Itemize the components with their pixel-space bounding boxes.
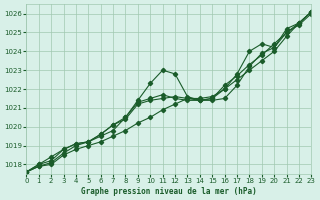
X-axis label: Graphe pression niveau de la mer (hPa): Graphe pression niveau de la mer (hPa) — [81, 187, 257, 196]
